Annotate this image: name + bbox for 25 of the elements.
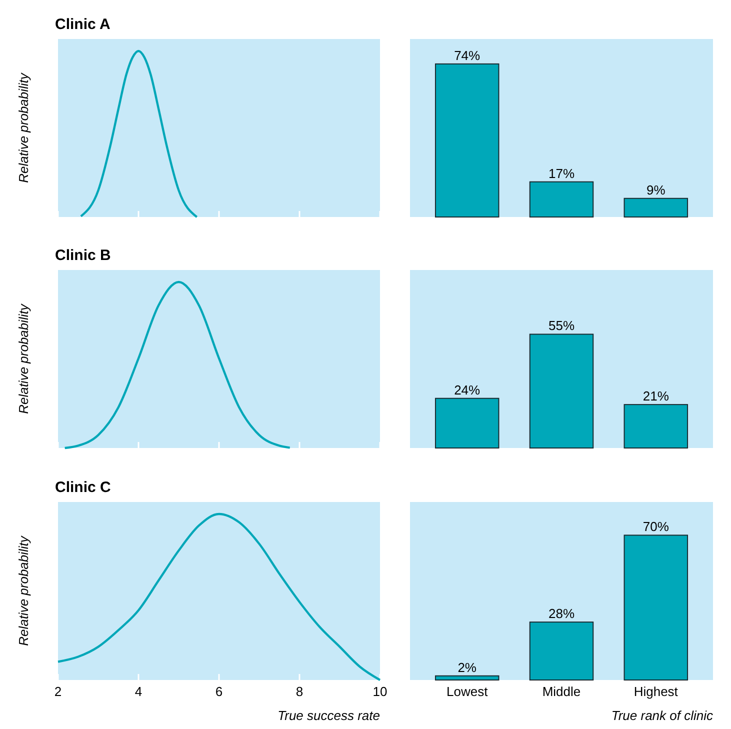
data-label: 24% [454,382,481,398]
y-axis-title: Relative probability [16,302,31,414]
data-label: 9% [646,182,666,198]
data-label: 70% [642,519,670,534]
x-tick-label: 2 [54,684,62,699]
x-axis-title: True success rate [278,708,380,723]
x-tick-label: 4 [134,684,142,699]
data-label: 28% [548,606,575,622]
y-axis-title: Relative probability [16,72,31,183]
data-label: 17% [548,166,575,181]
x-tick-label: Highest [634,684,678,699]
x-tick-label: 6 [215,684,223,699]
data-label: 55% [548,318,575,334]
chart-title: Clinic A [55,16,110,33]
data-label: 21% [642,388,670,404]
x-tick-label: 10 [372,684,388,699]
x-tick-label: Middle [542,684,581,699]
data-label: 74% [454,48,481,63]
x-tick-label: Lowest [446,684,488,699]
y-axis-title: Relative probability [16,534,31,646]
data-label: 2% [458,660,477,675]
chart-title: Clinic C [55,479,112,496]
x-axis-title: True rank of clinic [611,708,714,723]
chart-title: Clinic B [55,247,112,264]
x-tick-label: 8 [296,684,304,699]
